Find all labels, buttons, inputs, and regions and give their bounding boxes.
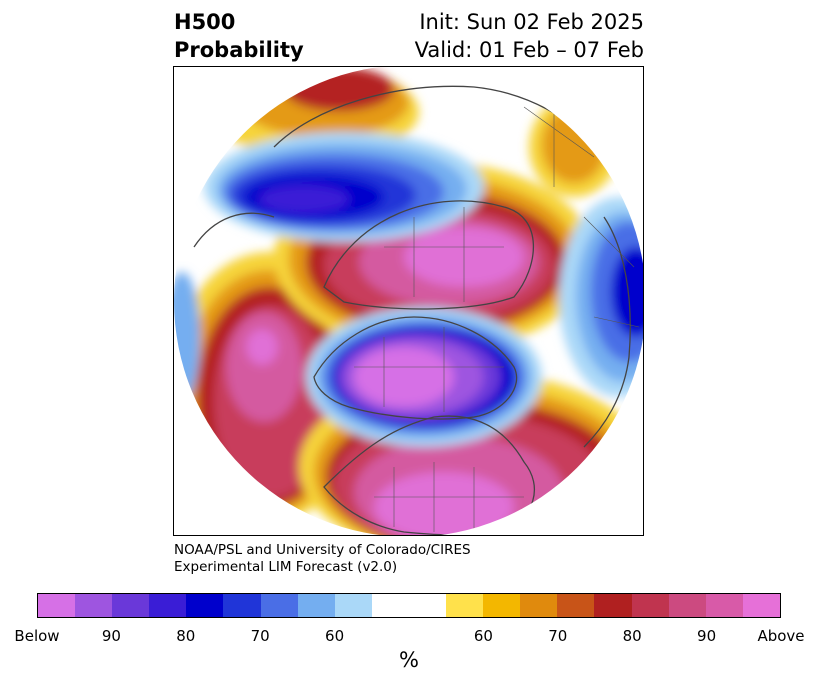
colorbar-segment (186, 594, 224, 617)
data-credit: NOAA/PSL and University of Colorado/CIRE… (174, 542, 471, 576)
polar-map (173, 66, 644, 536)
anomaly-below-east-asia (559, 197, 643, 397)
colorbar-tick-label: 70 (250, 627, 270, 645)
colorbar-segment (297, 594, 335, 617)
colorbar-segment (631, 594, 669, 617)
colorbar-unit: % (399, 648, 419, 672)
colorbar-tick-label: 70 (548, 627, 568, 645)
colorbar-segment (260, 594, 298, 617)
colorbar-tick-label: 90 (101, 627, 121, 645)
colorbar-tick-label: 90 (697, 627, 717, 645)
title-line-1: H500 (174, 10, 236, 34)
colorbar-segment (557, 594, 595, 617)
colorbar-tick-label: 80 (622, 627, 642, 645)
colorbar-tick-label: 80 (176, 627, 196, 645)
colorbar-tick-label: Below (14, 627, 60, 645)
colorbar-segment (520, 594, 558, 617)
colorbar-segment (334, 594, 372, 617)
colorbar-segment (149, 594, 187, 617)
map-svg (174, 67, 643, 535)
valid-range: Valid: 01 Feb – 07 Feb (414, 38, 644, 62)
colorbar-segment (446, 594, 484, 617)
credit-line-2: Experimental LIM Forecast (v2.0) (174, 559, 398, 575)
colorbar-segment (75, 594, 113, 617)
probability-colorbar (37, 593, 781, 618)
anomaly-below-pacific-fringe (174, 272, 200, 402)
colorbar-segment (408, 594, 447, 617)
credit-line-1: NOAA/PSL and University of Colorado/CIRE… (174, 542, 471, 558)
colorbar-tick-label: 60 (473, 627, 493, 645)
colorbar-segment (112, 594, 150, 617)
colorbar-segment (705, 594, 743, 617)
chart-title: H500 Probability (174, 8, 304, 64)
colorbar-segment (742, 594, 780, 617)
colorbar-segment (594, 594, 632, 617)
colorbar-tick-label: Above (757, 627, 805, 645)
anomaly-below-europe (204, 132, 484, 242)
forecast-dates: Init: Sun 02 Feb 2025 Valid: 01 Feb – 07… (415, 8, 644, 64)
colorbar-segment (371, 594, 409, 617)
anomaly-below-north-america (306, 307, 542, 447)
title-line-2: Probability (174, 38, 304, 62)
colorbar-tick-label: 60 (325, 627, 345, 645)
colorbar-segment (668, 594, 706, 617)
colorbar-segment (483, 594, 521, 617)
colorbar-segment (38, 594, 76, 617)
init-date: Init: Sun 02 Feb 2025 (419, 10, 644, 34)
colorbar-segment (223, 594, 261, 617)
borders (354, 97, 640, 532)
anomaly-above-south-asia (529, 97, 619, 197)
